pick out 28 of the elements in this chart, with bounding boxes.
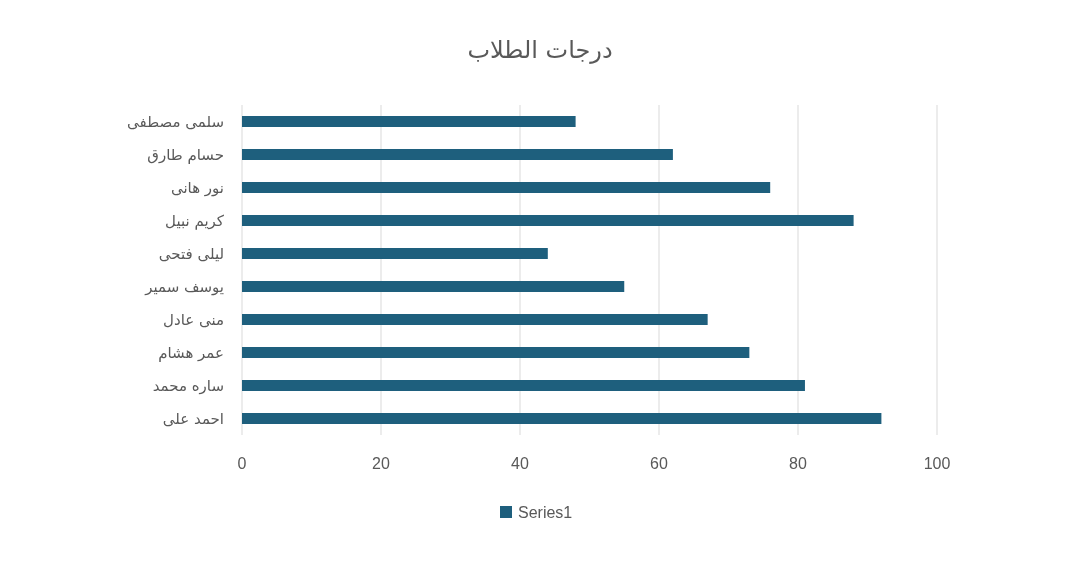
bar: [242, 314, 708, 325]
bar: [242, 149, 673, 160]
x-tick-label: 60: [650, 455, 668, 472]
bar: [242, 380, 805, 391]
chart-title: درجات الطلاب: [467, 36, 613, 64]
bar: [242, 413, 882, 424]
y-tick-label: نور هانى: [170, 178, 224, 197]
y-tick-label: ساره محمد: [152, 376, 224, 395]
x-tick-label: 40: [511, 455, 529, 472]
y-tick-label: منى عادل: [163, 310, 224, 329]
bar: [242, 248, 548, 259]
bar: [242, 182, 771, 193]
bar: [242, 215, 854, 226]
y-tick-label: سلمى مصطفى: [127, 112, 224, 131]
y-tick-label: احمد على: [162, 409, 224, 428]
legend-label: Series1: [518, 504, 573, 521]
y-tick-label: عمر هشام: [158, 343, 224, 362]
bar: [242, 116, 576, 127]
y-tick-label: ليلى فتحى: [158, 244, 224, 263]
x-tick-label: 80: [789, 455, 807, 472]
bar: [242, 281, 625, 292]
y-tick-label: كريم نبيل: [165, 211, 225, 230]
x-tick-label: 0: [237, 455, 247, 472]
y-tick-label: يوسف سمير: [144, 277, 224, 296]
x-tick-label: 100: [923, 455, 951, 472]
y-tick-label: حسام طارق: [147, 145, 224, 164]
x-tick-label: 20: [372, 455, 390, 472]
bar: [242, 347, 750, 358]
